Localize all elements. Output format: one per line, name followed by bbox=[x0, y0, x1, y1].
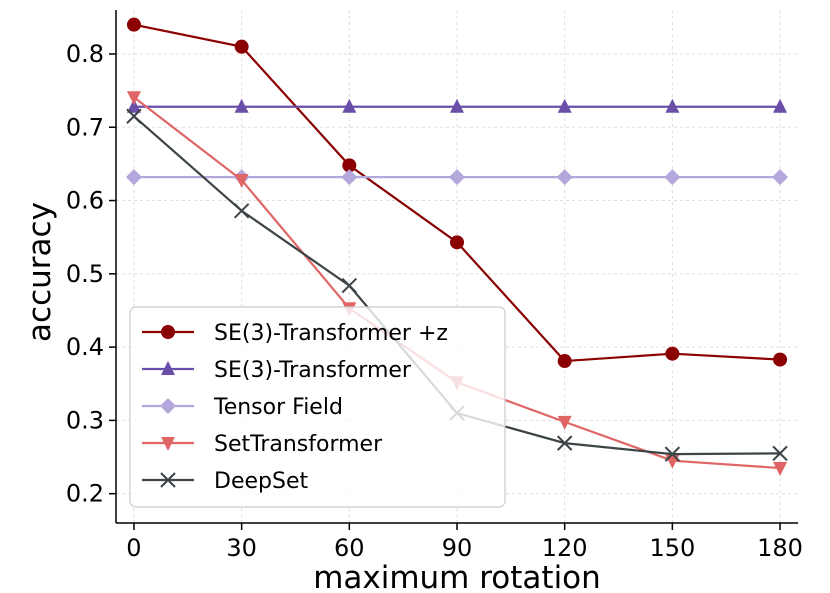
data-point bbox=[773, 352, 788, 367]
data-point bbox=[126, 108, 142, 124]
legend-label: SE(3)-Transformer bbox=[214, 358, 412, 383]
legend-item: Tensor Field bbox=[142, 395, 343, 420]
data-point bbox=[773, 98, 788, 113]
legend-label: SetTransformer bbox=[214, 432, 383, 457]
series-layer bbox=[125, 17, 789, 477]
data-point bbox=[233, 203, 250, 219]
data-point bbox=[665, 346, 680, 361]
legend-label: DeepSet bbox=[214, 469, 308, 494]
data-point bbox=[557, 354, 572, 369]
y-tick-label: 0.6 bbox=[66, 187, 104, 215]
data-point bbox=[450, 235, 464, 250]
legend-marker bbox=[160, 398, 176, 414]
data-point bbox=[556, 435, 573, 451]
legend: SE(3)-Transformer +z SE(3)-Transformer Ten… bbox=[129, 306, 506, 508]
data-point bbox=[449, 169, 465, 186]
legend-label: Tensor Field bbox=[213, 395, 343, 420]
data-point bbox=[341, 277, 358, 294]
data-point bbox=[664, 169, 681, 186]
legend-marker bbox=[161, 437, 175, 451]
legend-marker bbox=[160, 472, 176, 488]
data-point bbox=[557, 98, 572, 113]
data-point bbox=[342, 158, 357, 173]
y-tick-label: 0.8 bbox=[66, 40, 104, 68]
legend-box bbox=[129, 306, 506, 508]
y-axis-label: accuracy bbox=[22, 202, 58, 342]
x-tick-label: 120 bbox=[542, 534, 588, 562]
data-point bbox=[126, 17, 141, 32]
ticks: 0.2 0.3 0.4 0.5 0.6 0.7 0.8 0 30 60 90 120 150 180 bbox=[66, 40, 803, 562]
data-point bbox=[126, 91, 141, 106]
x-axis-label: maximum rotation bbox=[313, 560, 601, 593]
y-tick-label: 0.5 bbox=[66, 260, 104, 288]
x-tick-label: 0 bbox=[126, 534, 141, 562]
data-point bbox=[556, 169, 573, 186]
data-point bbox=[772, 169, 789, 186]
legend-item: SetTransformer bbox=[142, 432, 383, 457]
legend-marker bbox=[161, 325, 175, 339]
x-tick-label: 30 bbox=[226, 534, 257, 562]
data-point bbox=[234, 174, 249, 189]
data-point bbox=[557, 415, 572, 430]
legend-item: SE(3)-Transformer +z bbox=[142, 321, 448, 346]
data-point bbox=[341, 169, 358, 186]
data-point bbox=[773, 462, 788, 477]
y-tick-label: 0.4 bbox=[66, 333, 104, 361]
y-tick-label: 0.2 bbox=[66, 480, 104, 508]
data-point bbox=[234, 39, 249, 54]
data-point bbox=[665, 98, 680, 113]
series-0 bbox=[126, 17, 788, 369]
x-tick-label: 60 bbox=[334, 534, 365, 562]
series-1 bbox=[126, 98, 788, 113]
legend-item: DeepSet bbox=[142, 469, 308, 494]
legend-label: SE(3)-Transformer +z bbox=[214, 321, 448, 346]
data-point bbox=[126, 98, 141, 113]
series-2 bbox=[125, 169, 789, 186]
data-point bbox=[125, 169, 142, 186]
x-tick-label: 180 bbox=[757, 534, 803, 562]
legend-item: SE(3)-Transformer bbox=[142, 358, 412, 383]
legend-marker bbox=[161, 361, 175, 375]
data-point bbox=[450, 98, 464, 113]
x-tick-label: 150 bbox=[649, 534, 695, 562]
data-point bbox=[342, 98, 357, 113]
data-point bbox=[234, 98, 249, 113]
data-point bbox=[772, 445, 788, 462]
y-tick-label: 0.7 bbox=[66, 113, 104, 141]
x-tick-label: 90 bbox=[442, 534, 473, 562]
y-tick-label: 0.3 bbox=[66, 406, 104, 434]
data-point bbox=[664, 446, 681, 462]
